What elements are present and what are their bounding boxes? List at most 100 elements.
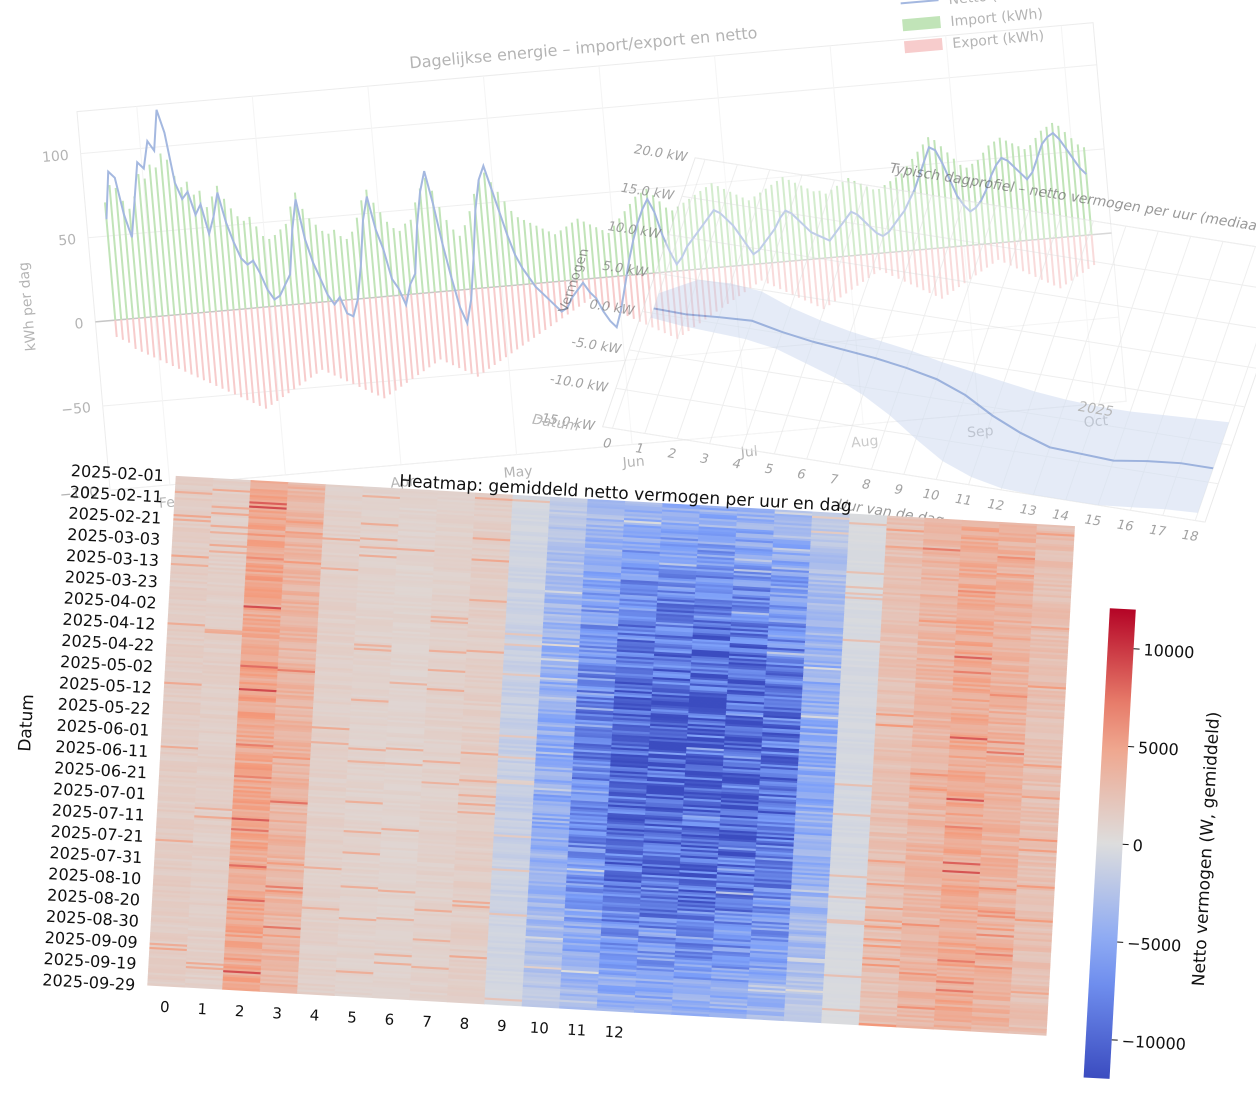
export-bar [984, 243, 989, 268]
heatmap-cell [918, 617, 958, 623]
heatmap-cell [234, 760, 274, 765]
heatmap-cell [240, 662, 279, 668]
import-bar [735, 194, 744, 266]
heatmap-cell [207, 569, 247, 574]
heatmap-cell [201, 679, 240, 685]
import-bar [1011, 143, 1022, 242]
heatmap-cell [355, 619, 394, 625]
heatmap-cell [318, 598, 358, 604]
heatmap-cell [719, 823, 758, 829]
heatmap-cell [272, 757, 311, 763]
heatmap-cell [752, 903, 791, 909]
heatmap-cell [828, 882, 868, 888]
heatmap-cell [768, 617, 807, 623]
heatmap-cell [458, 785, 497, 791]
heatmap-cell [752, 899, 792, 905]
heatmap-cell [622, 541, 661, 546]
heatmap-cell [512, 501, 551, 506]
heatmap-cell [755, 855, 794, 860]
grid-line-x [482, 76, 518, 455]
heatmap-cell [985, 770, 1024, 775]
heatmap-cell [656, 604, 695, 610]
heatmap-cell [645, 802, 684, 807]
heatmap-cell [684, 780, 723, 786]
heatmap-cell [505, 619, 544, 625]
heatmap-cell [719, 821, 758, 826]
heatmap-cell [491, 870, 530, 875]
heatmap-cell [238, 687, 278, 693]
heatmap-cell [1016, 882, 1055, 888]
heatmap-cell [876, 710, 915, 716]
heatmap-cell [417, 855, 456, 861]
heatmap-cell [492, 861, 531, 867]
heatmap-cell [923, 528, 963, 533]
heatmap-cell [714, 906, 754, 911]
heatmap-cell [655, 621, 694, 627]
heatmap-cell [541, 643, 581, 648]
heatmap-cell [657, 592, 696, 597]
heatmap-cell [979, 878, 1018, 883]
heatmap-cell [867, 869, 906, 875]
heatmap-cell [311, 734, 350, 740]
export-bar [161, 315, 168, 364]
heatmap-cell [543, 609, 582, 614]
heatmap-cell [841, 662, 880, 667]
heatmap-cell [305, 832, 345, 837]
heatmap-cell [869, 823, 908, 828]
heatmap-cell [613, 708, 652, 714]
heatmap-cell [355, 624, 394, 629]
heatmap-cell [796, 791, 835, 797]
heatmap-cell [427, 675, 466, 680]
heatmap-cell [568, 844, 607, 850]
heatmap-cell [997, 555, 1036, 561]
heatmap-cell [158, 781, 197, 787]
heatmap-cell [725, 725, 764, 731]
heatmap-cell [549, 505, 588, 510]
export-bar [948, 247, 955, 292]
heatmap-cell [842, 634, 881, 640]
heatmap-cell [978, 901, 1017, 907]
heatmap-cell [568, 836, 607, 841]
heatmap-cell [916, 666, 955, 671]
heatmap-cell [660, 543, 699, 549]
heatmap-cell [734, 556, 773, 561]
heatmap-cell [429, 630, 469, 636]
heatmap-cell [941, 891, 980, 896]
heatmap-cell [175, 484, 214, 489]
heatmap-cell [1022, 787, 1061, 792]
heatmap-cell [983, 804, 1022, 809]
heatmap-cell [767, 632, 806, 638]
heatmap-cell [426, 689, 465, 695]
heatmap-cell [416, 863, 456, 869]
heatmap-cell [248, 516, 287, 521]
heatmap-cell [994, 600, 1034, 606]
heatmap-cell [756, 833, 795, 839]
heatmap-cell [615, 672, 654, 678]
heatmap-cell [540, 675, 579, 680]
heatmap-cell [453, 887, 492, 892]
heatmap-cell [281, 598, 320, 604]
heatmap-cell [947, 785, 986, 790]
heatmap-cell [418, 827, 458, 833]
heatmap-cell [991, 668, 1030, 673]
import-bar [830, 189, 839, 258]
export-bar [989, 243, 994, 264]
x-tick-label: 0 [600, 436, 613, 452]
heatmap-cell [728, 657, 767, 663]
heatmap-cell [679, 870, 718, 875]
heatmap-cell [161, 736, 200, 742]
heatmap-cell [358, 562, 397, 568]
heatmap-cell [652, 677, 691, 682]
heatmap-cell [685, 757, 724, 763]
export-bar [782, 261, 788, 293]
heatmap-cell [342, 849, 381, 854]
heatmap-cell [918, 623, 957, 629]
heatmap-cell [344, 817, 383, 822]
heatmap-cell [722, 772, 761, 778]
heatmap-cell [715, 904, 754, 909]
heatmap-cell [654, 647, 693, 652]
heatmap-cell [873, 753, 912, 758]
heatmap-cell [866, 886, 905, 892]
heatmap-cell [696, 570, 735, 576]
heatmap-cell [1032, 606, 1071, 612]
